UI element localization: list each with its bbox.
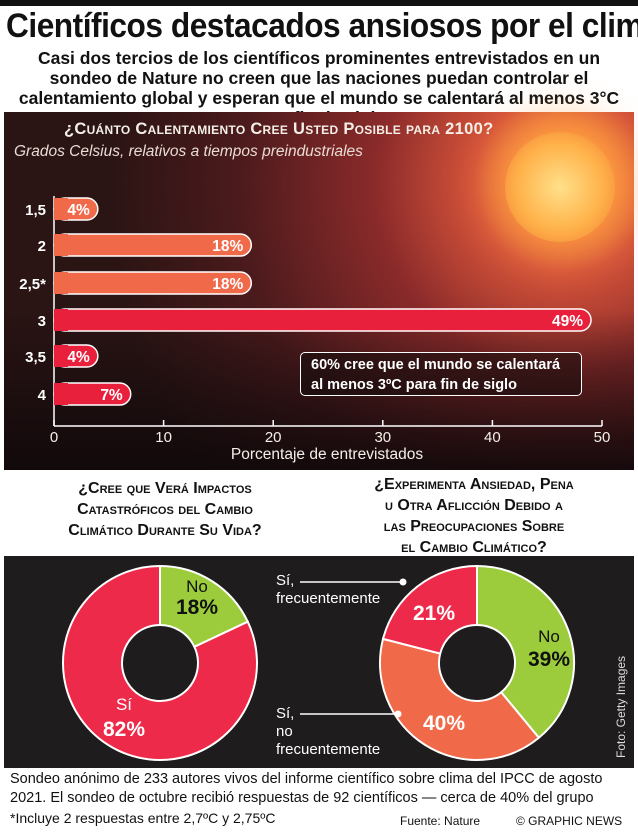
- donut2-label-no: No: [538, 627, 560, 646]
- donut-slice: [159, 564, 250, 649]
- bar-value-label: 7%: [100, 387, 123, 404]
- bar-chart-callout: 60% cree que el mundo se calentará al me…: [300, 352, 582, 396]
- photo-credit: Foto: Getty Images: [614, 655, 628, 758]
- donut2-value-freq: 21%: [413, 602, 455, 625]
- bar-x-tick-label: 40: [484, 429, 501, 446]
- credit: © GRAPHIC NEWS: [516, 814, 623, 828]
- bar-category-label: 3,5: [25, 349, 46, 366]
- donut-slice: [476, 564, 575, 740]
- bar-x-tick-label: 30: [374, 429, 391, 446]
- donut2-value-no: 39%: [528, 648, 570, 671]
- donut1-label-no: No: [186, 577, 208, 596]
- donut2-title-line-4: el Cambio Climático?: [401, 539, 547, 556]
- bar-category-label: 2: [38, 238, 46, 255]
- bar-category-label: 1,5: [25, 202, 46, 219]
- bar-value-label: 18%: [212, 238, 243, 255]
- source: Fuente: Nature: [400, 814, 481, 828]
- donut1-title-line-1: ¿Cree que Verá Impactos: [78, 480, 252, 497]
- bar-base: [54, 234, 68, 256]
- donut1-value-no: 18%: [176, 596, 218, 619]
- bar-base: [54, 272, 68, 294]
- donut-slice: [62, 564, 258, 761]
- bar-category-label: 4: [38, 387, 47, 404]
- top-rule: [0, 0, 638, 6]
- bar-value-label: 18%: [212, 276, 243, 293]
- bar-x-tick-label: 20: [265, 429, 282, 446]
- donut2-leader-dot-nofreq: [394, 710, 402, 718]
- donut2-value-nofreq: 40%: [423, 712, 465, 735]
- bar-base: [54, 198, 68, 220]
- donut-slice: [379, 637, 541, 761]
- bar-chart-title: ¿Cuánto Calentamiento Cree Usted Posible…: [64, 120, 494, 138]
- donut2-label-nofreq-line2: no: [276, 723, 293, 740]
- donut2-title: ¿Experimenta Ansiedad, Pena u Otra Aflic…: [316, 474, 632, 558]
- bar-value-label: 49%: [552, 313, 583, 330]
- donut2-label-nofreq-line1: Sí,: [276, 705, 294, 722]
- footnote-asterisk: *Incluye 2 respuestas entre 2,7ºC y 2,75…: [10, 810, 276, 826]
- donut2-label-freq-line2: frecuentemente: [276, 590, 380, 607]
- donut2-label-freq-line1: Sí,: [276, 572, 294, 589]
- bar-x-tick-label: 50: [594, 429, 611, 446]
- donut1-label-yes: Sí: [116, 695, 132, 714]
- bar-base: [54, 345, 68, 367]
- page-title: Científicos destacados ansiosos por el c…: [6, 7, 638, 45]
- donut2-label-nofreq-line3: frecuentemente: [276, 741, 380, 758]
- bar-x-tick-label: 0: [50, 429, 58, 446]
- donut1-title-line-2: Catastróficos del Cambio: [77, 501, 253, 518]
- page-subtitle: Casi dos tercios de los científicos prom…: [18, 48, 620, 128]
- bar-chart-subtitle: Grados Celsius, relativos a tiempos prei…: [14, 143, 363, 160]
- bar-x-tick-label: 10: [155, 429, 172, 446]
- donut1-title: ¿Cree que Verá Impactos Catastróficos de…: [20, 478, 310, 541]
- bar-base: [54, 383, 68, 405]
- callout-line-2: al menos 3ºC para fin de siglo: [311, 377, 517, 393]
- bar-value-label: 4%: [67, 349, 90, 366]
- donut2-title-line-3: las Preocupaciones Sobre: [383, 518, 565, 535]
- callout-line-1: 60% cree que el mundo se calentará: [311, 357, 561, 373]
- bar-chart: 0 10 20 30 40 50 4% 1,5 18% 2 18% 2,5* 49% 3 4% 3,5 7% 4: [19, 198, 611, 446]
- bar-base: [54, 309, 68, 331]
- sun-image: [505, 132, 615, 242]
- donut-slice: [381, 564, 478, 655]
- donut1-value-yes: 82%: [103, 718, 145, 741]
- bar-value-label: 4%: [67, 202, 90, 219]
- donut1-title-line-3: Climático Durante Su Vida?: [68, 522, 262, 539]
- donut2-leader-dot-freq: [399, 578, 407, 586]
- donut2-title-line-2: u Otra Aflicción Debido a: [384, 497, 563, 514]
- donut2-title-line-1: ¿Experimenta Ansiedad, Pena: [374, 476, 574, 493]
- bar-category-label: 3: [38, 313, 46, 330]
- footnote: Sondeo anónimo de 233 autores vivos del …: [10, 771, 603, 806]
- bar-category-label: 2,5*: [19, 276, 46, 293]
- bar-chart-x-label: Porcentaje de entrevistados: [230, 446, 424, 463]
